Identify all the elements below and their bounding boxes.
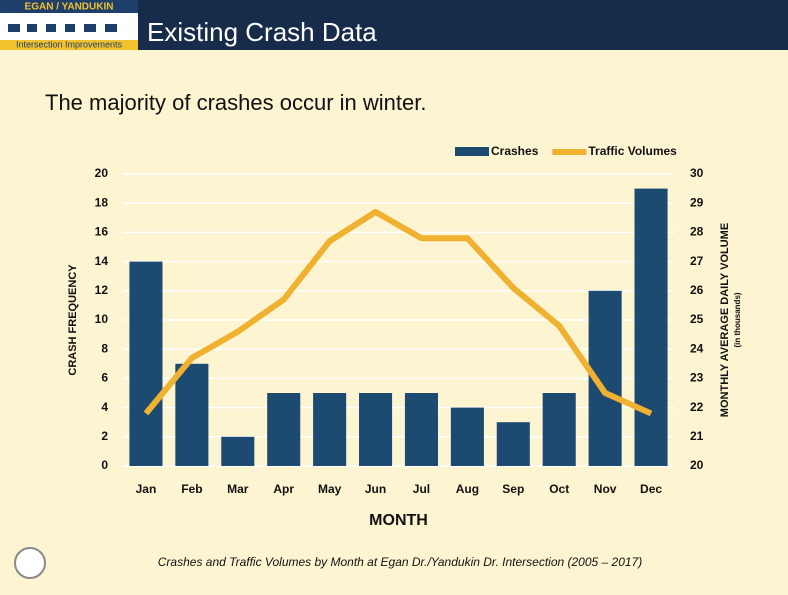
logo-bottom: Intersection Improvements [16, 39, 123, 49]
y2-tick-label: 29 [690, 195, 704, 209]
bar [129, 261, 163, 466]
logo-top: EGAN / YANDUKIN [25, 2, 114, 13]
bar [496, 422, 530, 466]
y-tick-label: 4 [101, 400, 108, 414]
bar [450, 407, 484, 466]
x-tick-label: Nov [594, 482, 617, 496]
legend-swatch [455, 147, 489, 156]
bar [267, 393, 301, 466]
x-tick-label: Aug [456, 482, 479, 496]
line [143, 208, 653, 417]
header-title: Existing Crash Data [147, 17, 377, 47]
y-tick-label: 18 [95, 195, 109, 209]
y-tick-label: 8 [101, 341, 108, 355]
chart: 024681012141618202021222324252627282930J… [67, 144, 742, 529]
logo-icons [8, 24, 117, 32]
y-tick-label: 12 [95, 283, 109, 297]
seal-logo [14, 547, 46, 579]
y2-tick-label: 20 [690, 458, 704, 472]
bar [404, 393, 438, 466]
y2-tick-label: 22 [690, 400, 704, 414]
y-tick-label: 14 [95, 254, 109, 268]
x-axis-title: MONTH [369, 512, 428, 529]
x-tick-label: Oct [549, 482, 569, 496]
caption: Crashes and Traffic Volumes by Month at … [158, 555, 642, 569]
y-tick-label: 6 [101, 371, 108, 385]
bar [175, 363, 209, 466]
logo-strip [0, 40, 138, 50]
legend-label: Crashes [491, 144, 539, 158]
y-tick-label: 0 [101, 458, 108, 472]
x-tick-label: Feb [181, 482, 202, 496]
logo-band [0, 0, 138, 13]
x-tick-label: Jul [413, 482, 430, 496]
y2-axis-note: (in thousands) [733, 292, 742, 347]
bar [221, 436, 255, 466]
y2-tick-label: 28 [690, 225, 704, 239]
y2-tick-label: 30 [690, 166, 704, 180]
y2-tick-label: 27 [690, 254, 704, 268]
y-tick-label: 20 [95, 166, 109, 180]
x-tick-label: Mar [227, 482, 249, 496]
y-tick-label: 2 [101, 429, 108, 443]
bar [542, 393, 576, 466]
y-tick-label: 16 [95, 225, 109, 239]
x-tick-label: Apr [273, 482, 294, 496]
y2-tick-label: 26 [690, 283, 704, 297]
bar [359, 393, 393, 466]
x-tick-label: Jan [136, 482, 157, 496]
y2-tick-label: 25 [690, 312, 704, 326]
x-tick-label: May [318, 482, 342, 496]
bar [313, 393, 347, 466]
legend-label: Traffic Volumes [588, 144, 677, 158]
y-tick-label: 10 [95, 312, 109, 326]
y2-tick-label: 23 [690, 371, 704, 385]
subtitle: The majority of crashes occur in winter. [45, 90, 426, 115]
x-tick-label: Jun [365, 482, 386, 496]
y2-tick-label: 24 [690, 341, 704, 355]
y2-axis-title: MONTHLY AVERAGE DAILY VOLUME [719, 223, 731, 417]
x-tick-label: Dec [640, 482, 662, 496]
x-tick-label: Sep [502, 482, 524, 496]
y-axis-title: CRASH FREQUENCY [67, 264, 79, 376]
bar [634, 188, 668, 466]
y2-tick-label: 21 [690, 429, 704, 443]
